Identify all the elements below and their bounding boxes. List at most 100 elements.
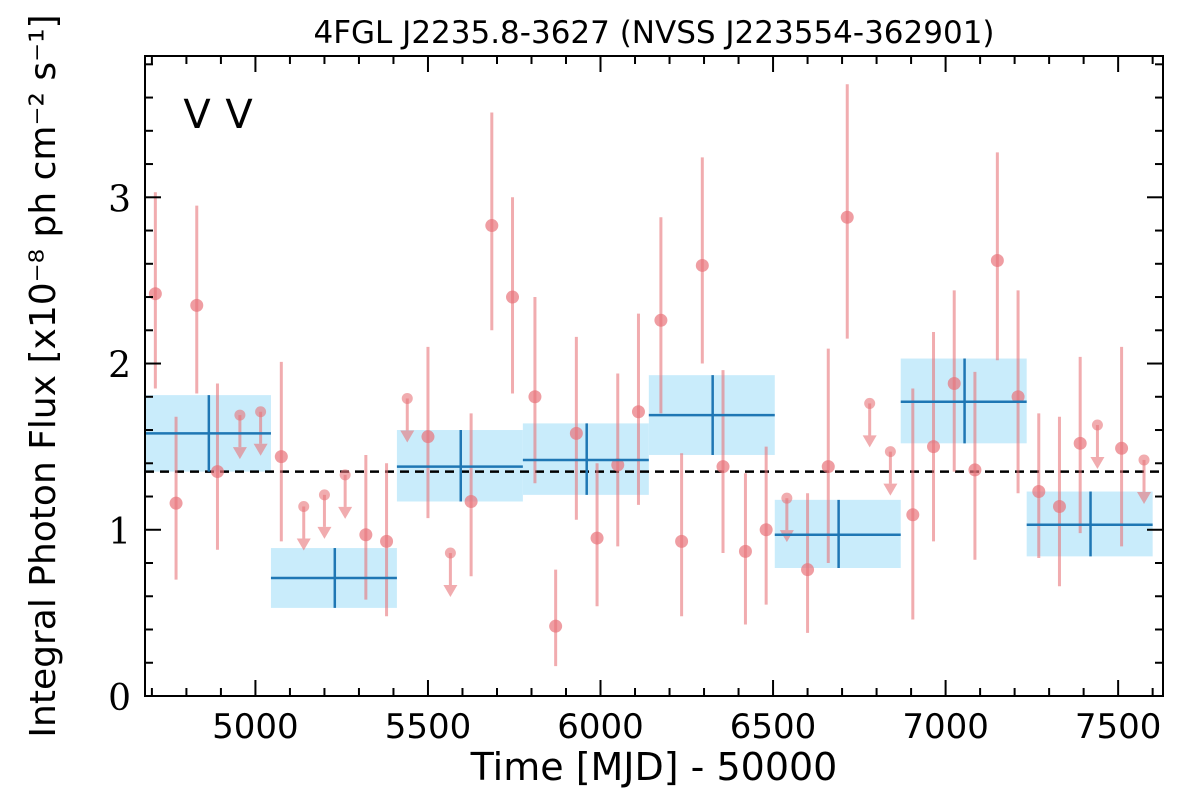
upper-limit-arrow-4 — [338, 506, 353, 519]
upper-limit-marker-1 — [255, 406, 267, 418]
short-bin-marker-11 — [528, 390, 542, 404]
short-bin-point-13 — [569, 336, 583, 520]
upper-limit-arrow-0 — [232, 447, 247, 460]
short-bin-marker-14 — [590, 531, 604, 545]
short-bin-point-11 — [528, 297, 542, 484]
long-bin-point-6 — [900, 358, 1027, 444]
upper-limit-arrow-8 — [862, 435, 877, 448]
plot-frame — [144, 55, 1164, 697]
short-bin-marker-28 — [947, 376, 961, 390]
short-bin-point-6 — [380, 463, 394, 617]
axis-ticks: 5000 5500 6000 6500 7000 7500 0 1 2 3 — [108, 56, 1163, 747]
short-bin-point-35 — [1115, 346, 1129, 547]
short-bin-marker-33 — [1052, 499, 1066, 513]
short-bin-point-31 — [1011, 290, 1025, 494]
long-bin-point-4 — [648, 375, 775, 455]
variability-flag-long-bins: V — [183, 92, 211, 138]
short-bin-point-18 — [675, 453, 689, 617]
short-bin-point-34 — [1073, 356, 1087, 534]
short-bin-marker-26 — [906, 508, 920, 522]
short-bin-marker-23 — [801, 563, 815, 577]
upper-limit-marker-0 — [234, 409, 246, 421]
upper-limit-2 — [296, 500, 311, 551]
upper-limit-arrow-3 — [317, 526, 332, 539]
short-bin-marker-35 — [1115, 441, 1129, 455]
short-bin-marker-15 — [611, 458, 625, 472]
upper-limit-10 — [1090, 419, 1105, 470]
upper-limit-3 — [317, 489, 332, 539]
short-bin-point-2 — [190, 205, 204, 394]
x-tick-label-2: 6000 — [557, 707, 644, 747]
short-bin-marker-19 — [695, 258, 709, 272]
upper-limit-4 — [338, 469, 353, 519]
short-bin-point-7 — [421, 346, 435, 519]
short-bin-marker-25 — [840, 210, 854, 224]
short-bin-point-19 — [695, 157, 709, 364]
chart-title: 4FGL J2235.8-3627 (NVSS J223554-362901) — [313, 15, 994, 51]
upper-limit-9 — [883, 446, 898, 496]
upper-limit-11 — [1137, 454, 1152, 504]
y-tick-label-2: 2 — [108, 346, 131, 387]
x-axis-label: Time [MJD] - 50000 — [470, 745, 838, 789]
short-bin-marker-20 — [716, 460, 730, 474]
upper-limit-arrow-11 — [1137, 491, 1152, 504]
short-bin-marker-29 — [968, 463, 982, 477]
short-bin-marker-32 — [1032, 485, 1046, 499]
short-bin-marker-5 — [359, 528, 373, 542]
upper-limit-arrow-5 — [400, 430, 415, 443]
y-tick-label-0: 0 — [108, 678, 131, 719]
long-bin-point-3 — [522, 423, 649, 495]
upper-limit-marker-6 — [444, 547, 456, 559]
upper-limit-arrow-9 — [883, 483, 898, 496]
short-bin-point-25 — [840, 84, 854, 339]
short-bin-marker-34 — [1073, 436, 1087, 450]
short-bin-point-9 — [485, 112, 499, 331]
short-bin-marker-9 — [485, 219, 499, 233]
long-bin-point-5 — [774, 499, 901, 568]
short-bin-marker-31 — [1011, 390, 1025, 404]
y-tick-label-1: 1 — [108, 512, 131, 553]
short-bin-marker-13 — [569, 426, 583, 440]
upper-limit-marker-11 — [1138, 454, 1150, 466]
plot-area — [145, 84, 1163, 667]
long-bin-point-1 — [270, 548, 397, 608]
short-bin-point-1 — [169, 416, 183, 580]
long-bin-point-2 — [396, 430, 523, 502]
upper-limit-arrow-7 — [779, 530, 794, 543]
short-bin-marker-8 — [464, 495, 478, 509]
short-bin-point-14 — [590, 463, 604, 607]
short-bin-marker-17 — [654, 313, 668, 327]
short-bin-marker-18 — [675, 534, 689, 548]
upper-limit-marker-2 — [298, 500, 310, 512]
short-bin-point-5 — [359, 454, 373, 600]
short-bin-marker-3 — [210, 465, 224, 479]
upper-limit-marker-3 — [318, 489, 330, 501]
short-bin-marker-16 — [631, 405, 645, 419]
short-bin-marker-0 — [148, 287, 162, 301]
x-tick-label-0: 5000 — [212, 707, 299, 747]
upper-limit-8 — [862, 397, 877, 448]
x-tick-label-5: 7500 — [1075, 707, 1162, 747]
short-bin-marker-24 — [821, 460, 835, 474]
short-bin-marker-6 — [380, 534, 394, 548]
short-bin-marker-2 — [190, 298, 204, 312]
upper-limit-arrow-10 — [1090, 457, 1105, 470]
upper-limit-7 — [779, 492, 794, 543]
upper-limit-6 — [443, 547, 458, 598]
upper-limit-arrow-6 — [443, 585, 458, 598]
short-bin-point-4 — [274, 361, 288, 542]
x-tick-label-1: 5500 — [385, 707, 472, 747]
upper-limit-marker-10 — [1091, 419, 1103, 431]
upper-limit-0 — [232, 409, 247, 460]
short-bin-point-28 — [947, 290, 961, 472]
short-bin-point-33 — [1052, 416, 1066, 587]
short-bin-marker-10 — [506, 290, 520, 304]
short-bin-point-29 — [968, 371, 982, 560]
short-bin-point-26 — [906, 388, 920, 620]
y-axis-label: Integral Photon Flux [x10⁻⁸ ph cm⁻² s⁻¹] — [23, 14, 64, 737]
short-bin-marker-30 — [990, 253, 1004, 267]
variability-flag-short-bins: V — [225, 92, 253, 138]
short-bin-point-17 — [654, 217, 668, 414]
short-bin-point-12 — [549, 569, 563, 667]
